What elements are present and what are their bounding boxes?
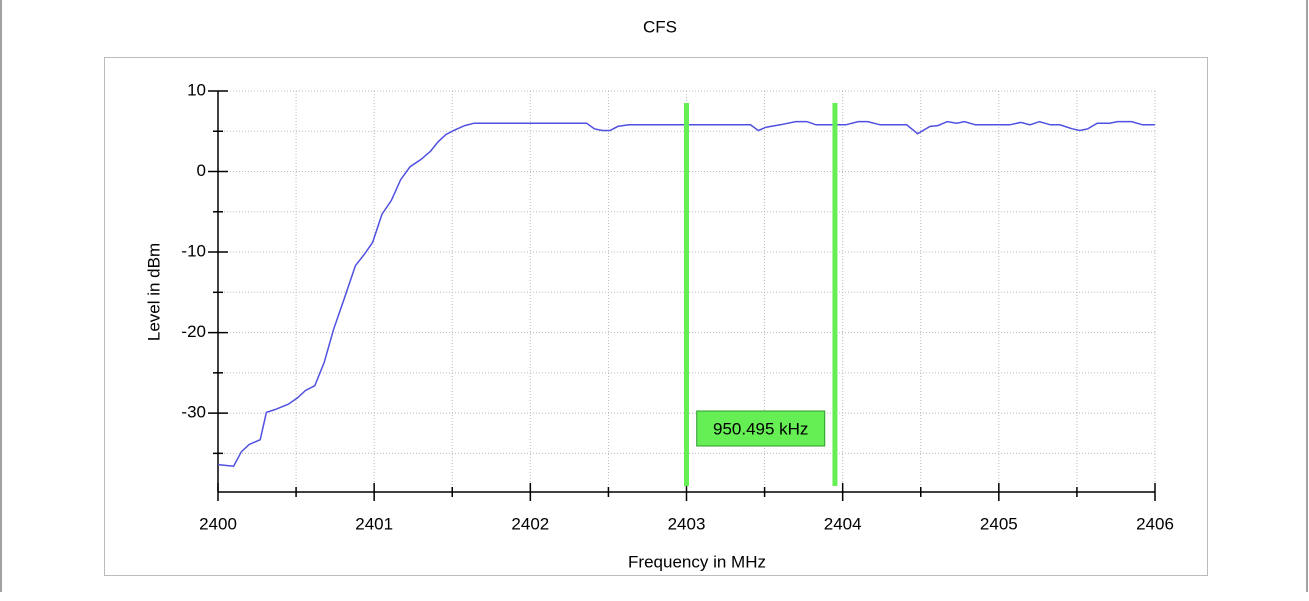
y-tick-label: -10 (181, 242, 206, 261)
x-tick-label: 2403 (668, 514, 706, 533)
marker-label-box (696, 410, 826, 447)
data-line (217, 120, 1155, 467)
x-axis-label: Frequency in MHz (628, 552, 766, 571)
y-tick-label: -20 (181, 322, 206, 341)
x-tick-label: 2406 (1136, 514, 1174, 533)
x-tick-label: 2402 (511, 514, 549, 533)
x-tick-label: 2405 (980, 514, 1018, 533)
y-tick-label: 10 (187, 80, 206, 99)
x-tick-label: 2400 (199, 514, 237, 533)
chart-title: CFS (643, 17, 677, 36)
y-tick-label: -30 (181, 403, 206, 422)
x-tick-label: 2401 (355, 514, 393, 533)
x-tick-label: 2404 (824, 514, 862, 533)
plot-frame (104, 57, 1208, 576)
y-axis-label: Level in dBm (144, 243, 163, 341)
y-tick-label: 0 (197, 161, 206, 180)
marker-label: 950.495 kHz (713, 419, 808, 438)
